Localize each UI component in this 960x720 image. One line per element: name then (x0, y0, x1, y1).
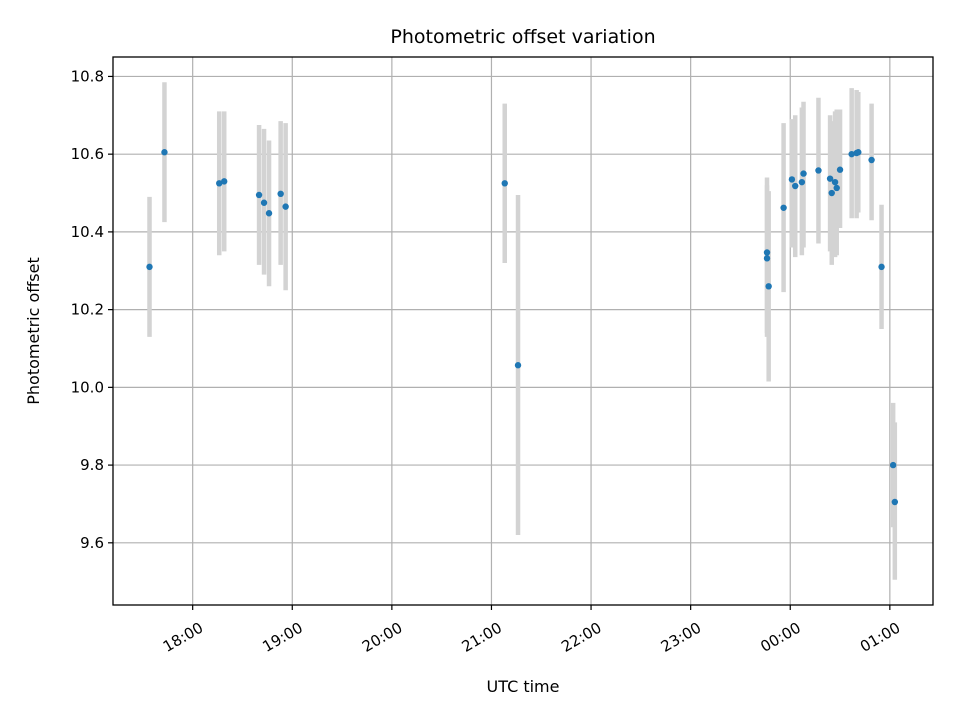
data-point (501, 180, 508, 187)
data-point (765, 283, 772, 290)
y-tick-label: 9.8 (80, 456, 104, 474)
data-point (216, 180, 223, 187)
data-point (146, 263, 153, 271)
data-point (833, 184, 840, 192)
data-point (836, 166, 844, 173)
data-point (868, 156, 875, 164)
data-point (800, 170, 807, 177)
chart-title: Photometric offset variation (390, 26, 655, 48)
x-axis-label: UTC time (487, 677, 560, 696)
data-point (221, 178, 228, 185)
tick-layer: 18:00 19:00 20:00 21:00 22:00 23:00 00:00 01:00… (71, 67, 904, 655)
plot-frame (112, 56, 934, 606)
data-point (788, 176, 796, 183)
grid-layer (113, 57, 933, 605)
x-tick-label: 18:00 (160, 619, 206, 656)
y-tick-label: 10.0 (71, 378, 104, 396)
data-point (828, 189, 835, 197)
data-point (878, 263, 885, 271)
data-point (891, 498, 899, 506)
data-point (277, 190, 284, 198)
data-point (763, 255, 771, 262)
data-point (282, 203, 289, 210)
data-point (889, 461, 897, 469)
data-point (514, 362, 522, 369)
x-tick-label: 01:00 (857, 619, 903, 656)
data-point (763, 249, 771, 256)
y-tick-label: 10.6 (71, 145, 104, 163)
data-point (855, 149, 862, 156)
data-point (265, 210, 273, 217)
y-tick-label: 10.8 (71, 67, 104, 85)
x-tick-label: 23:00 (658, 619, 704, 656)
data-point (780, 204, 787, 211)
data-point (826, 175, 834, 182)
data-point (792, 182, 799, 190)
y-tick-label: 10.2 (71, 301, 104, 319)
data-point (831, 178, 839, 186)
data-point (161, 149, 168, 156)
y-tick-label: 10.4 (71, 223, 104, 241)
x-tick-label: 20:00 (359, 619, 405, 656)
data-point (260, 199, 268, 206)
data-point (798, 178, 806, 186)
y-axis-label: Photometric offset (24, 257, 43, 405)
x-tick-label: 22:00 (558, 619, 604, 656)
x-tick-label: 21:00 (459, 619, 505, 656)
x-tick-label: 00:00 (757, 619, 803, 656)
data-point (255, 191, 263, 199)
point-layer (146, 149, 899, 506)
data-point (815, 167, 822, 174)
y-tick-label: 9.6 (80, 534, 104, 552)
errorbar-layer (147, 82, 898, 580)
data-point (848, 150, 855, 158)
x-tick-label: 19:00 (259, 619, 305, 656)
